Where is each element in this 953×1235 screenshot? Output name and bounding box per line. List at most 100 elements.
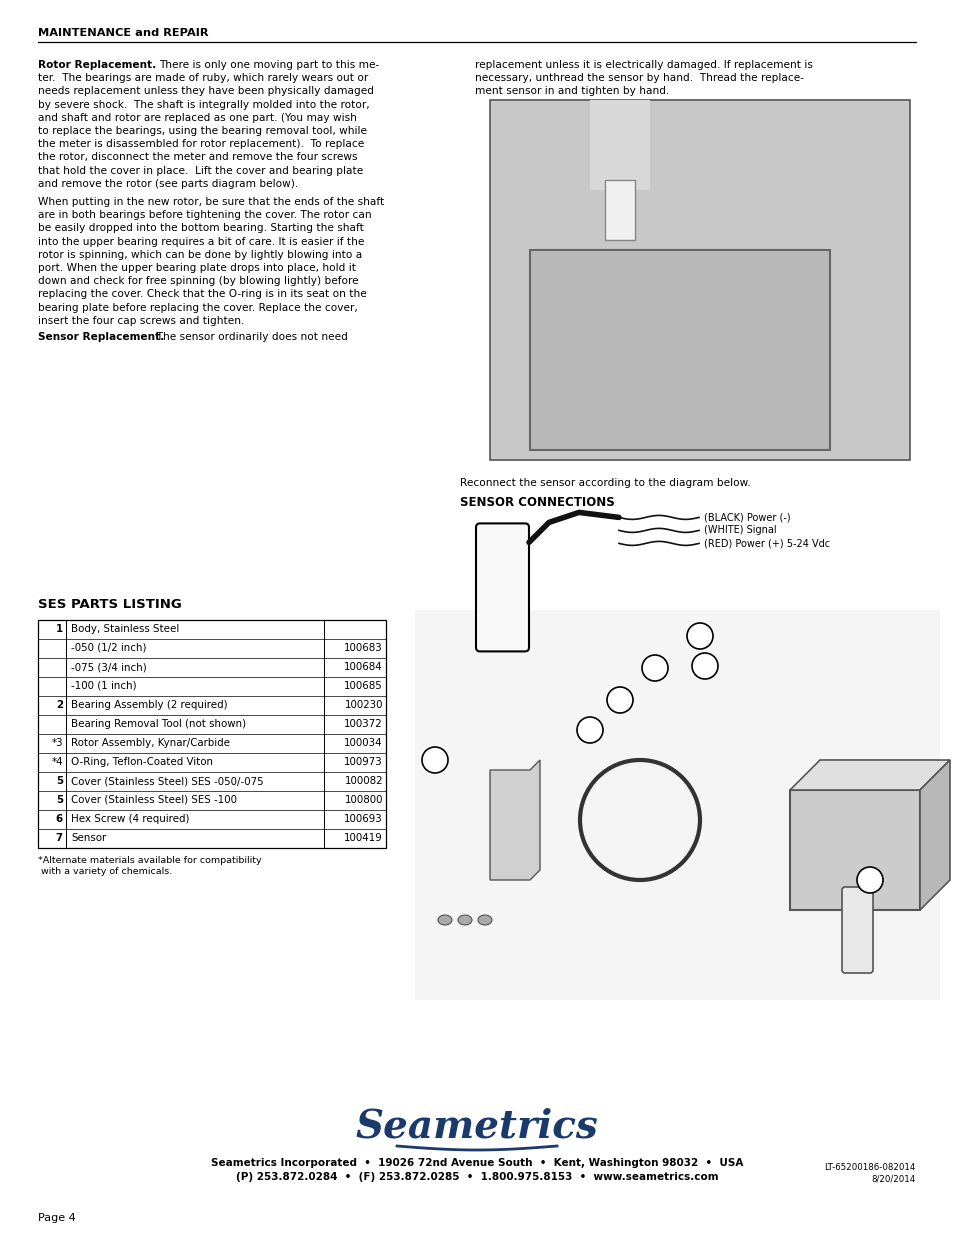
Text: *4: *4 xyxy=(51,757,63,767)
Text: the meter is disassembled for rotor replacement).  To replace: the meter is disassembled for rotor repl… xyxy=(38,140,364,149)
Circle shape xyxy=(606,687,633,713)
Text: are in both bearings before tightening the cover. The rotor can: are in both bearings before tightening t… xyxy=(38,210,372,220)
Text: needs replacement unless they have been physically damaged: needs replacement unless they have been … xyxy=(38,86,374,96)
Text: 100685: 100685 xyxy=(344,680,382,692)
Text: *3: *3 xyxy=(51,739,63,748)
Text: (WHITE) Signal: (WHITE) Signal xyxy=(703,525,776,536)
Text: 100230: 100230 xyxy=(344,700,382,710)
Text: There is only one moving part to this me-: There is only one moving part to this me… xyxy=(159,61,379,70)
Bar xyxy=(530,249,829,450)
Text: The sensor ordinarily does not need: The sensor ordinarily does not need xyxy=(150,332,348,342)
Text: 100693: 100693 xyxy=(344,814,382,824)
Text: Rotor Replacement.: Rotor Replacement. xyxy=(38,61,156,70)
Text: (P) 253.872.0284  •  (F) 253.872.0285  •  1.800.975.8153  •  www.seametrics.com: (P) 253.872.0284 • (F) 253.872.0285 • 1.… xyxy=(235,1172,718,1182)
Text: by severe shock.  The shaft is integrally molded into the rotor,: by severe shock. The shaft is integrally… xyxy=(38,100,369,110)
Text: Cover (Stainless Steel) SES -050/-075: Cover (Stainless Steel) SES -050/-075 xyxy=(71,776,263,785)
Ellipse shape xyxy=(437,915,452,925)
Text: ment sensor in and tighten by hand.: ment sensor in and tighten by hand. xyxy=(475,86,669,96)
Text: Hex Screw (4 required): Hex Screw (4 required) xyxy=(71,814,190,824)
Text: 100034: 100034 xyxy=(344,739,382,748)
Text: 2: 2 xyxy=(56,700,63,710)
Text: LT-65200186-082014: LT-65200186-082014 xyxy=(823,1163,915,1172)
Text: be easily dropped into the bottom bearing. Starting the shaft: be easily dropped into the bottom bearin… xyxy=(38,224,363,233)
Text: into the upper bearing requires a bit of care. It is easier if the: into the upper bearing requires a bit of… xyxy=(38,237,364,247)
Text: that hold the cover in place.  Lift the cover and bearing plate: that hold the cover in place. Lift the c… xyxy=(38,165,363,175)
Text: 8/20/2014: 8/20/2014 xyxy=(871,1174,915,1184)
Text: 100800: 100800 xyxy=(344,795,382,805)
Text: 4: 4 xyxy=(616,693,622,703)
Text: with a variety of chemicals.: with a variety of chemicals. xyxy=(38,867,172,876)
Text: -100 (1 inch): -100 (1 inch) xyxy=(71,680,136,692)
Text: 100372: 100372 xyxy=(344,719,382,729)
Ellipse shape xyxy=(477,915,492,925)
Text: 5: 5 xyxy=(56,795,63,805)
Text: Sensor: Sensor xyxy=(71,832,106,844)
Text: (RED) Power (+) 5-24 Vdc: (RED) Power (+) 5-24 Vdc xyxy=(703,538,829,548)
Text: to replace the bearings, using the bearing removal tool, while: to replace the bearings, using the beari… xyxy=(38,126,367,136)
Bar xyxy=(490,100,909,459)
FancyBboxPatch shape xyxy=(476,524,529,651)
Circle shape xyxy=(691,653,718,679)
Text: SES PARTS LISTING: SES PARTS LISTING xyxy=(38,598,182,611)
Text: Bearing Removal Tool (not shown): Bearing Removal Tool (not shown) xyxy=(71,719,246,729)
Text: necessary, unthread the sensor by hand.  Thread the replace-: necessary, unthread the sensor by hand. … xyxy=(475,73,803,83)
Text: 100683: 100683 xyxy=(344,643,382,653)
Text: (BLACK) Power (-): (BLACK) Power (-) xyxy=(703,513,790,522)
Text: the rotor, disconnect the meter and remove the four screws: the rotor, disconnect the meter and remo… xyxy=(38,152,357,162)
FancyBboxPatch shape xyxy=(841,887,872,973)
Text: Cover (Stainless Steel) SES -100: Cover (Stainless Steel) SES -100 xyxy=(71,795,236,805)
Text: 100973: 100973 xyxy=(344,757,382,767)
Bar xyxy=(604,180,635,240)
Text: insert the four cap screws and tighten.: insert the four cap screws and tighten. xyxy=(38,316,244,326)
Text: SENSOR CONNECTIONS: SENSOR CONNECTIONS xyxy=(459,496,614,509)
Text: *Alternate materials available for compatibility: *Alternate materials available for compa… xyxy=(38,856,261,864)
Text: 7: 7 xyxy=(56,832,63,844)
Text: Bearing Assembly (2 required): Bearing Assembly (2 required) xyxy=(71,700,228,710)
Polygon shape xyxy=(919,760,949,910)
Circle shape xyxy=(577,718,602,743)
Text: 3: 3 xyxy=(651,661,658,671)
Text: MAINTENANCE and REPAIR: MAINTENANCE and REPAIR xyxy=(38,28,209,38)
Ellipse shape xyxy=(457,915,472,925)
Bar xyxy=(415,610,939,1000)
Circle shape xyxy=(686,622,712,650)
Text: 1: 1 xyxy=(55,624,63,634)
Text: Rotor Assembly, Kynar/Carbide: Rotor Assembly, Kynar/Carbide xyxy=(71,739,230,748)
Polygon shape xyxy=(789,760,949,790)
Text: replacement unless it is electrically damaged. If replacement is: replacement unless it is electrically da… xyxy=(475,61,812,70)
Text: 2: 2 xyxy=(696,629,702,638)
Text: and remove the rotor (see parts diagram below).: and remove the rotor (see parts diagram … xyxy=(38,179,298,189)
Text: Page 4: Page 4 xyxy=(38,1213,75,1223)
Text: and shaft and rotor are replaced as one part. (You may wish: and shaft and rotor are replaced as one … xyxy=(38,112,356,122)
Text: O-Ring, Teflon-Coated Viton: O-Ring, Teflon-Coated Viton xyxy=(71,757,213,767)
Text: Sensor Replacement.: Sensor Replacement. xyxy=(38,332,164,342)
Text: Reconnect the sensor according to the diagram below.: Reconnect the sensor according to the di… xyxy=(459,478,750,488)
Text: rotor is spinning, which can be done by lightly blowing into a: rotor is spinning, which can be done by … xyxy=(38,249,362,259)
FancyBboxPatch shape xyxy=(789,790,919,910)
Circle shape xyxy=(641,655,667,680)
Text: 5: 5 xyxy=(586,722,593,734)
Text: Seametrics Incorporated  •  19026 72nd Avenue South  •  Kent, Washington 98032  : Seametrics Incorporated • 19026 72nd Ave… xyxy=(211,1158,742,1168)
Text: 2: 2 xyxy=(701,659,707,669)
Text: 5: 5 xyxy=(56,776,63,785)
Text: -050 (1/2 inch): -050 (1/2 inch) xyxy=(71,643,147,653)
Text: port. When the upper bearing plate drops into place, hold it: port. When the upper bearing plate drops… xyxy=(38,263,355,273)
Text: replacing the cover. Check that the O-ring is in its seat on the: replacing the cover. Check that the O-ri… xyxy=(38,289,366,299)
Text: 100419: 100419 xyxy=(344,832,382,844)
Circle shape xyxy=(421,747,448,773)
Text: 6: 6 xyxy=(56,814,63,824)
Text: 100082: 100082 xyxy=(344,776,382,785)
Text: down and check for free spinning (by blowing lightly) before: down and check for free spinning (by blo… xyxy=(38,277,358,287)
Text: ter.  The bearings are made of ruby, which rarely wears out or: ter. The bearings are made of ruby, whic… xyxy=(38,73,368,83)
Bar xyxy=(589,100,649,190)
Text: 100684: 100684 xyxy=(344,662,382,672)
Text: When putting in the new rotor, be sure that the ends of the shaft: When putting in the new rotor, be sure t… xyxy=(38,198,384,207)
Text: 6: 6 xyxy=(432,753,437,763)
Text: Body, Stainless Steel: Body, Stainless Steel xyxy=(71,624,179,634)
Text: -075 (3/4 inch): -075 (3/4 inch) xyxy=(71,662,147,672)
Circle shape xyxy=(856,867,882,893)
Text: Seametrics: Seametrics xyxy=(355,1108,598,1146)
Bar xyxy=(38,620,386,848)
Polygon shape xyxy=(490,760,539,881)
Text: 7: 7 xyxy=(865,873,872,883)
